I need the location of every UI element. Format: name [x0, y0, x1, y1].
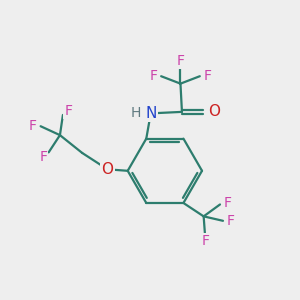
Text: H: H: [131, 106, 141, 120]
Text: F: F: [29, 119, 37, 133]
Text: F: F: [224, 196, 232, 210]
Text: F: F: [176, 54, 184, 68]
Text: F: F: [150, 69, 158, 83]
Text: O: O: [101, 162, 113, 177]
Text: F: F: [226, 214, 235, 228]
Text: F: F: [39, 150, 47, 164]
Text: F: F: [64, 104, 72, 118]
Text: O: O: [208, 104, 220, 119]
Text: F: F: [203, 69, 211, 83]
Text: F: F: [201, 234, 209, 248]
Text: N: N: [145, 106, 156, 121]
